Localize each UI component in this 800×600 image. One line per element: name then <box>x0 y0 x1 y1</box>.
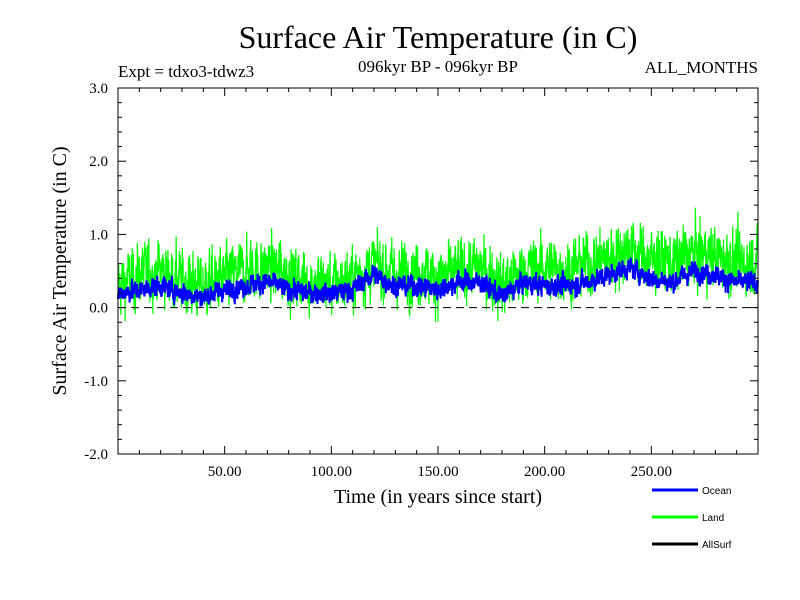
legend-label-ocean: Ocean <box>702 486 731 497</box>
chart-subtitle-right: ALL_MONTHS <box>645 58 758 77</box>
chart-title: Surface Air Temperature (in C) <box>239 19 638 55</box>
y-tick-label: 2.0 <box>89 154 108 170</box>
x-tick-label: 150.00 <box>417 464 458 480</box>
legend-label-allsurf: AllSurf <box>702 540 732 551</box>
legend: Ocean Land AllSurf <box>652 486 732 551</box>
y-tick-label: -1.0 <box>84 374 108 390</box>
x-tick-label: 200.00 <box>524 464 565 480</box>
y-tick-label: -2.0 <box>84 447 108 463</box>
chart-subtitle-center: 096kyr BP - 096kyr BP <box>358 57 518 76</box>
y-tick-label: 0.0 <box>89 301 108 317</box>
plot-area: 50.00 100.00 150.00 200.00 250.00 -2.0 -1.0 0.0… <box>84 81 759 480</box>
y-tick-label: 3.0 <box>89 81 108 97</box>
y-tick-label: 1.0 <box>89 227 108 243</box>
legend-label-land: Land <box>702 513 724 524</box>
chart-subtitle-left: Expt = tdxo3-tdwz3 <box>118 62 254 81</box>
series-layer <box>117 207 759 322</box>
x-tick-label: 100.00 <box>311 464 352 480</box>
ticks-layer: 50.00 100.00 150.00 200.00 250.00 -2.0 -1.0 0.0… <box>84 81 758 480</box>
y-axis-label: Surface Air Temperature (in C) <box>49 146 71 395</box>
x-tick-label: 50.00 <box>208 464 242 480</box>
series-line-land <box>117 207 759 322</box>
x-axis-label: Time (in years since start) <box>334 486 542 508</box>
series-line-ocean <box>117 257 759 307</box>
x-tick-label: 250.00 <box>631 464 672 480</box>
